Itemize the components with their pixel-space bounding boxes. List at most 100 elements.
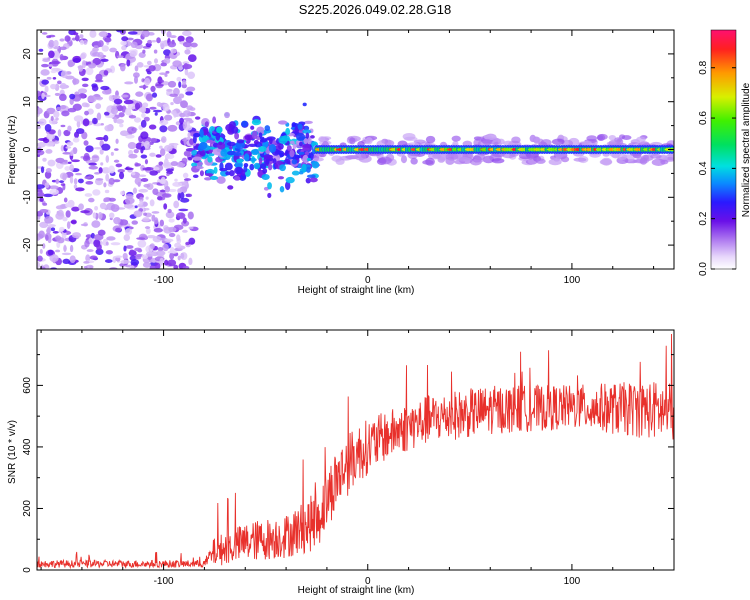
spectrogram-cell xyxy=(72,147,78,155)
spectrogram-cell xyxy=(94,172,101,175)
spectrogram-cell xyxy=(100,85,110,91)
spectrogram-cell xyxy=(95,248,104,256)
spectrogram-cell xyxy=(104,259,113,263)
spectrogram-cell xyxy=(216,176,226,184)
spectrogram-cell xyxy=(65,202,70,208)
spectrogram-cell xyxy=(249,157,257,162)
snr-ticks: -100 0 100 0 200 400 600 xyxy=(22,330,674,587)
spectrogram-cell xyxy=(94,205,99,211)
spectrogram-cell xyxy=(96,244,102,251)
spectrogram-cell xyxy=(164,185,171,193)
spectrogram-cell xyxy=(116,30,124,33)
spectrogram-cell xyxy=(462,140,473,147)
spectrogram-cell xyxy=(104,111,110,116)
spectrogram-cell xyxy=(72,78,80,85)
spectrogram-cell xyxy=(81,131,88,140)
spectrogram-cell xyxy=(289,140,295,145)
spectrogram-cell xyxy=(181,157,188,164)
spectrogram-cell xyxy=(57,129,62,137)
spectrogram-cell xyxy=(129,249,135,253)
spectrogram-cell xyxy=(410,157,418,165)
spectrogram-cell xyxy=(289,149,295,158)
spectrogram-cell xyxy=(302,129,312,134)
spectrogram-cell xyxy=(85,180,94,185)
spectrogram-cell xyxy=(224,111,230,119)
spectrogram-cell xyxy=(55,249,61,253)
spectrogram-cell xyxy=(199,151,206,157)
spectrogram-cell xyxy=(46,76,52,80)
spectrogram-cell xyxy=(535,158,546,164)
spectrogram-cell xyxy=(42,202,48,206)
spectrogram-cell xyxy=(120,40,127,46)
spectrogram-cell xyxy=(55,205,65,210)
spectrogram-ytick-label: 10 xyxy=(22,96,33,108)
spectrogram-cell xyxy=(173,200,180,209)
spectrogram-cell xyxy=(65,210,71,218)
spectrogram-cell xyxy=(72,137,80,143)
spectrogram-cell xyxy=(98,167,103,174)
spectrogram-cell xyxy=(331,155,343,162)
spectrogram-cell xyxy=(216,126,223,134)
spectrogram-cell xyxy=(144,77,151,86)
spectrogram-cell xyxy=(241,169,246,177)
spectrogram-cell xyxy=(63,159,68,163)
spectrogram-cell xyxy=(112,256,117,263)
spectrogram-cell xyxy=(119,190,125,196)
spectrogram-cell xyxy=(159,148,166,157)
spectrogram-cell xyxy=(95,137,105,141)
spectrogram-cell xyxy=(138,188,149,193)
spectrogram-cell xyxy=(173,110,177,118)
spectrogram-cell xyxy=(190,42,198,48)
spectrogram-cell xyxy=(62,216,68,222)
snr-marks xyxy=(37,333,674,570)
spectrogram-cell xyxy=(97,211,103,220)
spectrogram-cell xyxy=(43,193,54,198)
spectrogram-cell xyxy=(37,255,43,262)
spectrogram-cell xyxy=(112,95,121,100)
spectrogram-cell xyxy=(119,171,125,180)
spectrogram-cell xyxy=(205,139,214,144)
spectrogram-cell xyxy=(81,60,87,69)
spectrogram-cell xyxy=(305,166,311,173)
spectrogram-cell xyxy=(45,149,53,154)
spectrogram-cell xyxy=(137,239,147,248)
spectrogram-cell xyxy=(301,163,307,173)
spectrogram-cell xyxy=(134,163,142,167)
spectrogram-cell xyxy=(451,135,461,142)
spectrogram-cell xyxy=(142,217,150,222)
spectrogram-cell xyxy=(306,157,312,162)
spectrogram-cell xyxy=(51,179,57,183)
spectrogram-cell xyxy=(169,35,177,39)
spectrogram-cell xyxy=(184,49,191,55)
spectrogram-cell xyxy=(207,156,213,163)
spectrogram-cell xyxy=(84,193,93,197)
spectrogram-cell xyxy=(527,155,535,160)
spectrogram-cell xyxy=(649,154,662,159)
spectrogram-cell xyxy=(71,206,80,212)
spectrogram-cell xyxy=(204,177,212,181)
spectrogram-cell xyxy=(103,182,107,188)
spectrogram-cell xyxy=(168,232,176,238)
spectrogram-cell xyxy=(38,118,47,126)
spectrogram-cell xyxy=(148,141,154,145)
spectrogram-cell xyxy=(60,104,67,110)
snr-ytick-label: 0 xyxy=(22,567,33,573)
spectrogram-cell xyxy=(63,197,68,203)
spectrogram-cell xyxy=(108,95,114,102)
spectrogram-cell xyxy=(168,188,177,193)
spectrogram-cell xyxy=(110,107,119,115)
spectrogram-cell xyxy=(85,67,94,76)
spectrogram-cell xyxy=(253,139,259,145)
spectrogram-cell xyxy=(157,246,164,252)
spectrogram-cell xyxy=(142,49,146,54)
spectrogram-cell xyxy=(48,50,55,59)
spectrogram-cell xyxy=(71,159,81,163)
spectrogram-cell xyxy=(302,102,307,107)
spectrogram-cell xyxy=(75,187,85,192)
spectrogram-cell xyxy=(231,126,239,134)
spectrogram-cell xyxy=(312,157,324,162)
spectrogram-cell xyxy=(57,209,64,217)
spectrogram-cell xyxy=(219,167,228,172)
spectrogram-cell xyxy=(47,142,55,146)
spectrogram-cell xyxy=(48,39,55,48)
